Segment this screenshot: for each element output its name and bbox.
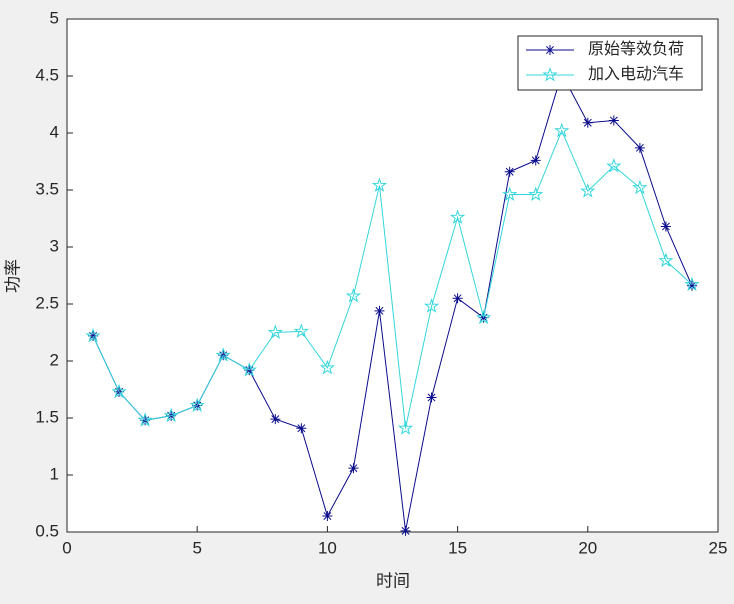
marker <box>423 298 440 313</box>
marker <box>322 511 333 522</box>
marker <box>296 423 307 434</box>
legend-label: 原始等效负荷 <box>588 40 684 58</box>
y-tick-label: 1 <box>50 464 59 483</box>
marker <box>476 309 492 325</box>
y-tick-label: 3 <box>50 236 59 255</box>
y-tick-label: 3.5 <box>35 179 59 198</box>
marker <box>684 276 700 292</box>
series-line <box>92 129 693 429</box>
marker <box>215 347 231 362</box>
legend-marker <box>545 45 555 55</box>
marker <box>686 280 697 291</box>
x-tick-label: 20 <box>578 538 597 557</box>
legend-marker <box>542 66 558 82</box>
marker <box>111 383 127 399</box>
x-tick-label: 25 <box>709 538 728 557</box>
x-tick-label: 5 <box>192 538 201 557</box>
marker <box>400 525 411 536</box>
marker <box>293 323 309 338</box>
marker <box>530 155 541 166</box>
x-tick-label: 0 <box>62 538 71 557</box>
legend-label: 加入电动汽车 <box>588 65 684 83</box>
plot-area <box>67 19 718 532</box>
marker <box>345 287 362 303</box>
marker <box>270 414 281 425</box>
x-axis-label: 时间 <box>376 571 410 590</box>
marker <box>85 327 101 343</box>
marker <box>348 463 359 474</box>
marker <box>137 412 153 427</box>
marker <box>528 186 544 202</box>
marker <box>319 359 336 375</box>
y-tick-label: 4 <box>50 122 59 141</box>
marker <box>397 420 414 435</box>
marker <box>267 324 283 339</box>
marker <box>554 122 570 138</box>
y-tick-label: 0.5 <box>35 521 59 540</box>
marker <box>371 177 388 192</box>
marker <box>504 166 515 177</box>
marker <box>582 117 593 128</box>
x-tick-label: 15 <box>448 538 467 557</box>
y-tick-label: 4.5 <box>35 65 59 84</box>
marker <box>660 221 671 232</box>
y-tick-label: 5 <box>50 8 59 27</box>
marker <box>580 183 596 198</box>
marker <box>163 407 179 423</box>
marker <box>608 115 619 126</box>
marker <box>189 397 205 412</box>
marker <box>241 362 257 377</box>
y-tick-label: 1.5 <box>35 407 59 426</box>
marker <box>374 305 385 316</box>
x-tick-label: 10 <box>318 538 337 557</box>
axes-box <box>66 18 719 533</box>
marker <box>452 293 463 304</box>
legend-box <box>517 35 703 91</box>
marker <box>634 142 645 153</box>
marker <box>426 392 437 403</box>
marker <box>606 158 622 173</box>
marker <box>449 209 466 224</box>
y-tick-label: 2 <box>50 350 59 369</box>
y-tick-label: 2.5 <box>35 293 59 312</box>
y-axis-label: 功率 <box>3 259 22 293</box>
marker <box>658 252 674 268</box>
marker <box>502 186 518 202</box>
marker <box>632 179 648 195</box>
